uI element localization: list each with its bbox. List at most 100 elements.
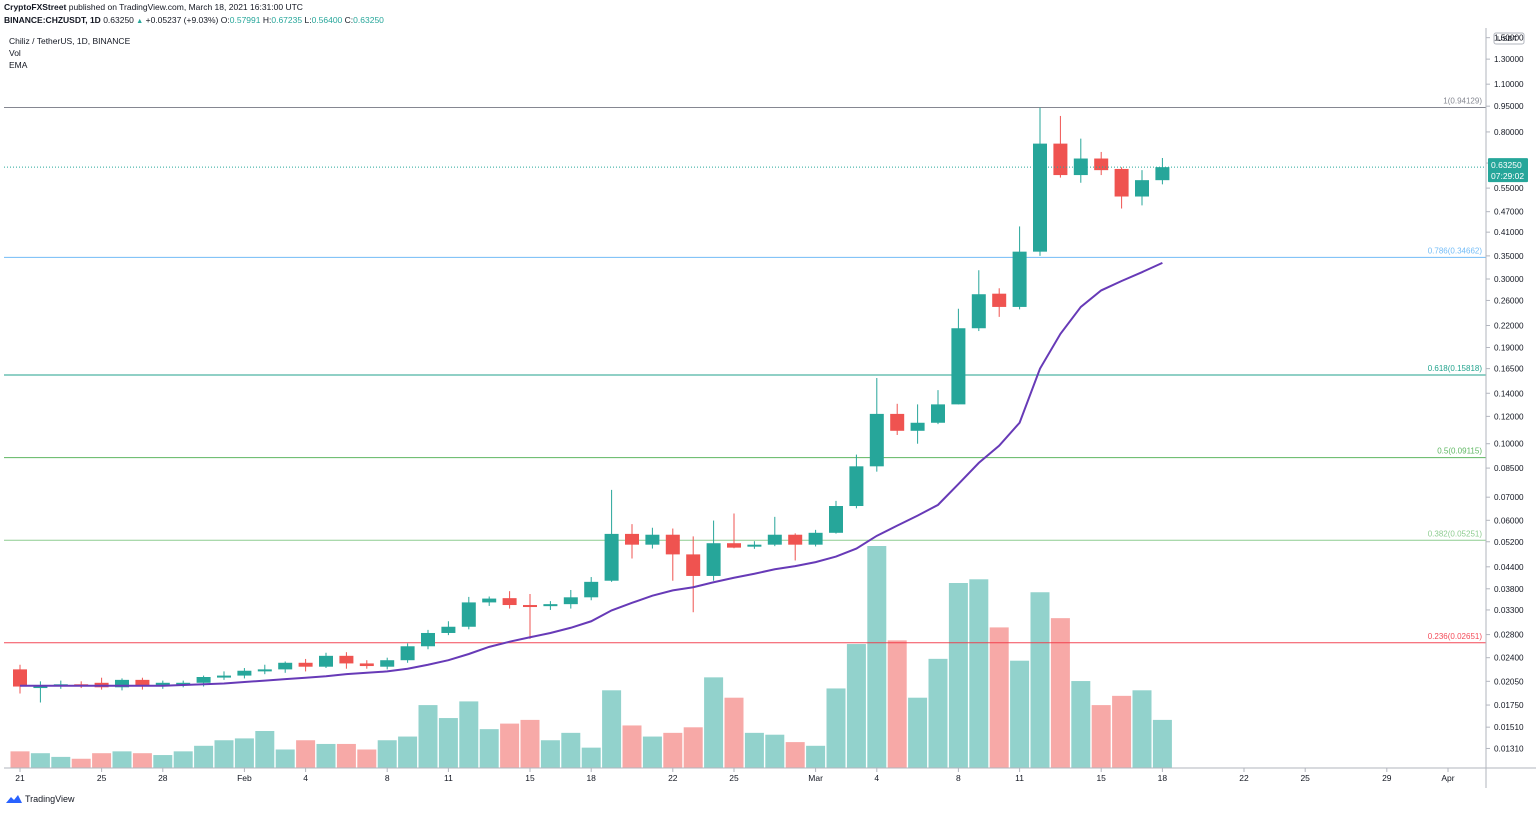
up-arrow-icon: ▲	[136, 18, 144, 25]
volume-bar	[316, 743, 336, 768]
volume-bar	[418, 705, 438, 768]
y-tick-label: 0.16500	[1494, 365, 1524, 374]
x-tick-label: Feb	[237, 773, 252, 783]
tradingview-logo[interactable]: TradingView	[6, 794, 75, 804]
candle-body	[951, 328, 966, 405]
candle-body	[1033, 143, 1047, 252]
candle-body	[563, 597, 578, 605]
volume-bar	[1050, 618, 1070, 768]
candle-body	[727, 543, 741, 548]
y-tick-label: 0.41000	[1494, 228, 1524, 237]
volume-bar	[459, 701, 479, 768]
last-price-value: 0.63250	[1491, 160, 1522, 170]
candle-body	[890, 413, 905, 431]
volume-bar	[234, 738, 254, 768]
y-tick-label: 0.80000	[1494, 128, 1524, 137]
candle-body	[808, 532, 823, 545]
volume-bar	[867, 546, 887, 768]
candle-body	[788, 534, 803, 545]
publisher-name[interactable]: CryptoFXStreet	[4, 2, 67, 12]
volume-bar	[153, 755, 173, 768]
candle-body	[13, 669, 27, 687]
y-tick-label: 0.01750	[1494, 701, 1524, 710]
y-tick-label: 0.30000	[1494, 275, 1524, 284]
y-tick-label: 0.02400	[1494, 654, 1524, 663]
candle-body	[523, 605, 537, 608]
y-tick-label: 0.04400	[1494, 563, 1524, 572]
volume-bar	[663, 732, 683, 768]
open-label: O:	[220, 15, 230, 25]
x-tick-label: 8	[385, 773, 390, 783]
y-tick-label: 0.06000	[1494, 516, 1524, 525]
candle-body	[400, 646, 415, 661]
candle-body	[665, 534, 680, 555]
candle-body	[604, 533, 619, 581]
volume-bar	[581, 747, 601, 768]
volume-bar	[398, 736, 418, 768]
candle-body	[421, 632, 435, 647]
x-tick-label: 22	[1239, 773, 1249, 783]
fib-label: 0.236(0.02651)	[1428, 632, 1483, 641]
fib-label: 0.618(0.15818)	[1428, 364, 1483, 373]
y-tick-label: 0.19000	[1494, 343, 1524, 352]
volume-bar	[92, 753, 112, 768]
volume-bar	[132, 753, 152, 768]
x-tick-label: 29	[1382, 773, 1392, 783]
candle-body	[461, 602, 476, 627]
y-tick-label: 0.02050	[1494, 677, 1524, 686]
candle-body	[278, 662, 293, 670]
candle-body	[339, 655, 354, 664]
ema-polyline	[20, 261, 1163, 687]
x-tick-label: 4	[874, 773, 879, 783]
x-tick-label: Apr	[1441, 773, 1454, 783]
volume-bar	[296, 740, 316, 768]
volume-bar	[500, 723, 520, 768]
y-tick-label: 0.55000	[1494, 184, 1524, 193]
volume-bar	[744, 732, 764, 768]
volume-bar	[948, 583, 968, 768]
candle-body	[931, 404, 945, 423]
ema-legend[interactable]: EMA	[9, 60, 28, 70]
volume-bar	[765, 734, 785, 768]
candle-body	[115, 679, 129, 688]
candle-body	[829, 506, 843, 533]
published-text: published on TradingView.com, March 18, …	[68, 2, 303, 12]
candle-body	[869, 413, 884, 467]
volume-bar	[622, 725, 642, 768]
volume-bar	[806, 745, 826, 768]
candle-body	[686, 554, 701, 576]
y-tick-label: 0.10000	[1494, 440, 1524, 449]
candle-body	[543, 604, 558, 607]
volume-bar	[30, 753, 50, 768]
fib-label: 0.786(0.34662)	[1428, 246, 1483, 255]
candle-body	[1053, 143, 1068, 176]
fib-label: 0.5(0.09115)	[1437, 447, 1482, 456]
ema-line	[20, 261, 1163, 687]
volume-legend[interactable]: Vol	[9, 48, 21, 58]
chart-title[interactable]: Chiliz / TetherUS, 1D, BINANCE	[9, 36, 131, 46]
volume-bar	[336, 743, 356, 768]
high-value: 0.67235	[271, 15, 303, 25]
x-tick-label: 8	[956, 773, 961, 783]
candle-body	[706, 543, 721, 576]
candle-body	[380, 660, 395, 667]
high-label: H:	[262, 15, 272, 25]
candle-body	[971, 294, 986, 329]
volume-bar	[724, 697, 744, 768]
price-change: +0.05237 (+9.03%)	[145, 15, 219, 25]
x-tick-label: 21	[15, 773, 25, 783]
candle-body	[196, 676, 211, 683]
candle-body	[298, 662, 313, 667]
published-info: CryptoFXStreet published on TradingView.…	[4, 2, 303, 12]
volume-bar	[520, 719, 540, 768]
x-tick-label: 25	[729, 773, 739, 783]
volume-bar	[214, 740, 234, 768]
y-tick-label: 0.14000	[1494, 389, 1524, 398]
volume-bar	[377, 740, 397, 768]
volume-bar	[887, 640, 907, 768]
current-price: 0.63250	[103, 15, 134, 25]
volume-bar	[275, 749, 295, 768]
volume-bar	[479, 729, 499, 768]
volume-bar	[908, 697, 928, 768]
